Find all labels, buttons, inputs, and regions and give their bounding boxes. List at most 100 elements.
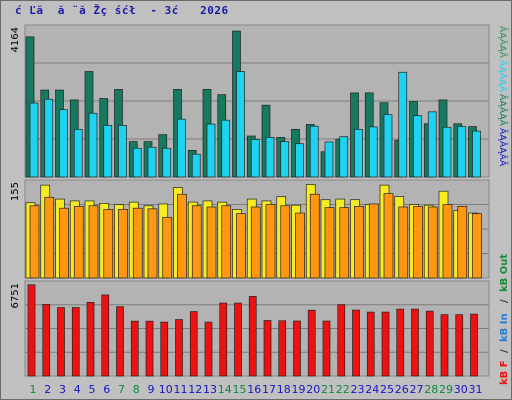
- bar: [265, 204, 276, 279]
- bar: [44, 98, 54, 178]
- bar: [470, 313, 478, 377]
- bar: [250, 139, 260, 178]
- x-tick-label: 23: [351, 383, 365, 396]
- bar: [293, 320, 301, 377]
- x-tick-label: 10: [159, 383, 173, 396]
- bar: [398, 206, 409, 279]
- bar: [177, 193, 187, 279]
- bar: [278, 320, 287, 377]
- bar: [162, 147, 172, 178]
- bar: [295, 143, 304, 178]
- x-tick-label: 25: [380, 383, 394, 396]
- x-tick-label: 14: [218, 383, 232, 396]
- bar: [130, 320, 139, 377]
- legend-top-item: ĂĄÂĄÂ: [497, 26, 509, 59]
- bar: [411, 308, 419, 377]
- bar: [73, 206, 84, 279]
- bar: [206, 123, 216, 178]
- bar: [177, 118, 186, 178]
- bar: [383, 193, 394, 279]
- bar: [309, 193, 320, 279]
- bar: [398, 71, 408, 178]
- bar: [221, 119, 231, 178]
- legend-top-item: ĂĄÂĄÂĂ: [497, 128, 509, 167]
- x-tick-label: 16: [247, 383, 261, 396]
- bar: [204, 321, 213, 377]
- bar: [339, 207, 350, 279]
- x-tick-label: 7: [118, 383, 125, 396]
- bar: [457, 206, 468, 279]
- legend-top-item: ĂĄÂĄÂ: [497, 94, 509, 127]
- bar: [118, 209, 128, 279]
- bar: [147, 146, 157, 178]
- legend-bottom-item: /: [499, 299, 510, 303]
- bar: [116, 306, 124, 377]
- bar: [29, 102, 39, 178]
- x-tick-label: 29: [439, 383, 453, 396]
- x-tick-label: 8: [133, 383, 140, 396]
- x-tick-label: 31: [469, 383, 483, 396]
- bar: [191, 153, 201, 178]
- bar: [352, 309, 360, 377]
- x-tick-label: 19: [292, 383, 306, 396]
- x-tick-label: 20: [306, 383, 320, 396]
- panel-2-max-label: 155: [10, 182, 21, 201]
- bar: [42, 304, 51, 377]
- bar: [162, 216, 173, 279]
- bar: [103, 125, 113, 178]
- x-tick-label: 11: [174, 383, 188, 396]
- bar: [29, 205, 40, 279]
- x-tick-label: 24: [365, 383, 379, 396]
- bar: [472, 213, 482, 279]
- bar: [103, 209, 114, 279]
- bar: [337, 304, 346, 377]
- legend-bottom-item: /: [499, 349, 510, 353]
- bar: [86, 302, 95, 377]
- bar: [44, 196, 55, 279]
- x-tick-label: 5: [89, 383, 96, 396]
- legend-bottom-item: kB In: [499, 313, 510, 342]
- bar: [307, 309, 316, 377]
- bar: [263, 320, 272, 377]
- bar: [147, 208, 158, 279]
- bar: [457, 126, 467, 178]
- x-tick-label: 26: [395, 383, 409, 396]
- bar: [396, 308, 405, 377]
- x-tick-label: 27: [410, 383, 424, 396]
- bar: [101, 294, 110, 377]
- legend-top-item: ĂĄÂĄÂ: [497, 60, 509, 93]
- bar: [59, 109, 68, 178]
- bar: [427, 111, 437, 178]
- bar: [366, 311, 375, 377]
- bar: [280, 205, 291, 279]
- bar: [368, 126, 378, 178]
- x-tick-label: 18: [277, 383, 291, 396]
- x-tick-label: 2: [44, 383, 51, 396]
- bar: [71, 307, 80, 377]
- x-tick-label: 15: [233, 383, 247, 396]
- bar: [413, 115, 422, 178]
- bar: [413, 206, 423, 279]
- bar: [354, 128, 363, 178]
- bar: [236, 213, 246, 279]
- bar: [206, 206, 217, 279]
- x-tick-label: 9: [148, 383, 155, 396]
- bar: [442, 126, 452, 178]
- bar: [191, 205, 202, 279]
- bar: [440, 314, 449, 377]
- bar: [280, 141, 290, 178]
- x-tick-label: 6: [103, 383, 110, 396]
- bar: [322, 320, 331, 377]
- chart-title: ć Ľă ă ¨ă Žç śćł - 3ć 2026: [15, 4, 229, 17]
- x-tick-label: 12: [188, 383, 202, 396]
- bar: [175, 319, 183, 377]
- bar: [442, 204, 453, 279]
- x-tick-label: 17: [262, 383, 276, 396]
- bar: [59, 207, 69, 279]
- bar: [132, 207, 143, 279]
- bar: [265, 137, 275, 178]
- bar: [354, 206, 364, 279]
- bar: [189, 311, 198, 377]
- bar: [295, 212, 305, 279]
